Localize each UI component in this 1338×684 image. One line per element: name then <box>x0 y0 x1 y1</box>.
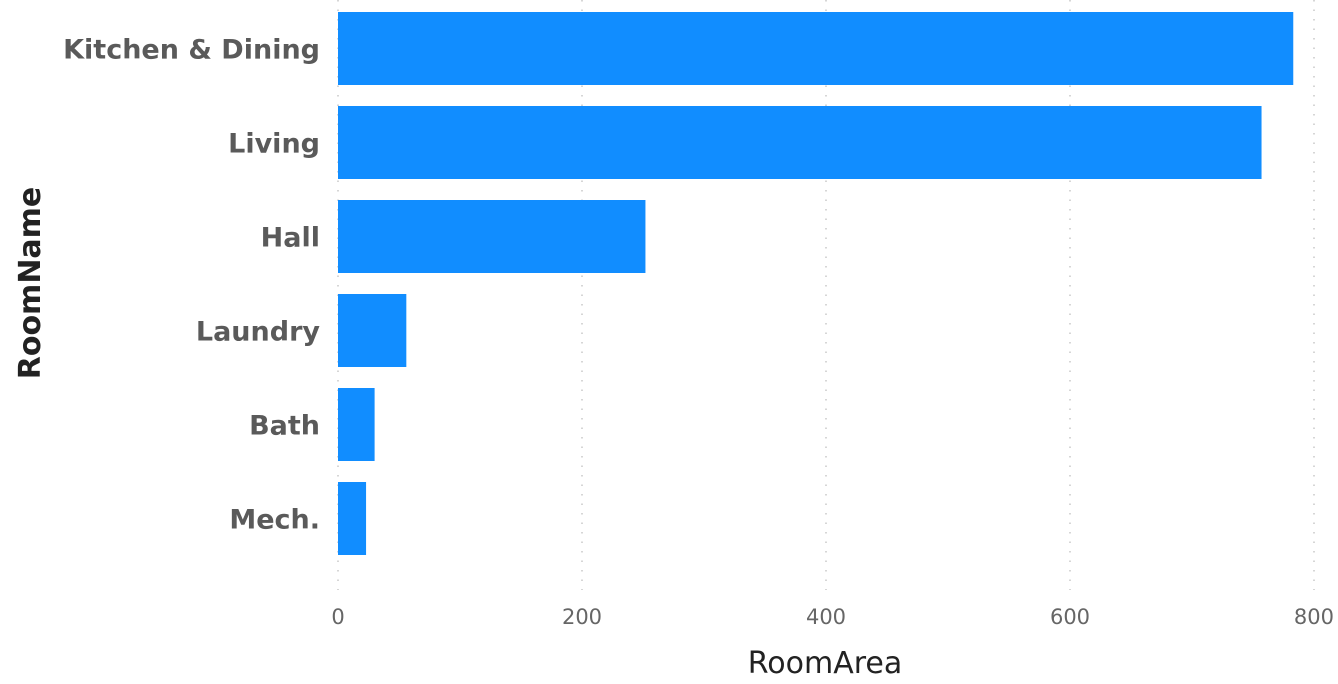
category-label: Hall <box>261 223 320 254</box>
category-label: Bath <box>249 411 320 442</box>
category-label: Laundry <box>196 317 321 348</box>
x-tick-label: 200 <box>562 605 602 629</box>
bar[interactable] <box>338 106 1262 179</box>
category-label: Living <box>228 129 320 160</box>
category-label: Mech. <box>229 505 320 536</box>
x-tick-label: 400 <box>806 605 846 629</box>
y-axis-title: RoomName <box>13 187 48 380</box>
bar[interactable] <box>338 200 646 273</box>
bar[interactable] <box>338 294 407 367</box>
x-tick-label: 0 <box>331 605 344 629</box>
x-tick-label: 600 <box>1050 605 1090 629</box>
x-tick-label: 800 <box>1294 605 1334 629</box>
category-labels: Kitchen & Dining Living Hall Laundry Bath Mec… <box>63 35 320 536</box>
bar[interactable] <box>338 388 375 461</box>
x-axis-title: RoomArea <box>748 646 902 680</box>
x-tick-labels: 0 200 400 600 800 <box>331 605 1334 629</box>
gridlines <box>337 0 1315 590</box>
bars <box>338 12 1294 555</box>
category-label: Kitchen & Dining <box>63 35 320 66</box>
bar[interactable] <box>338 12 1294 85</box>
bar[interactable] <box>338 482 367 555</box>
